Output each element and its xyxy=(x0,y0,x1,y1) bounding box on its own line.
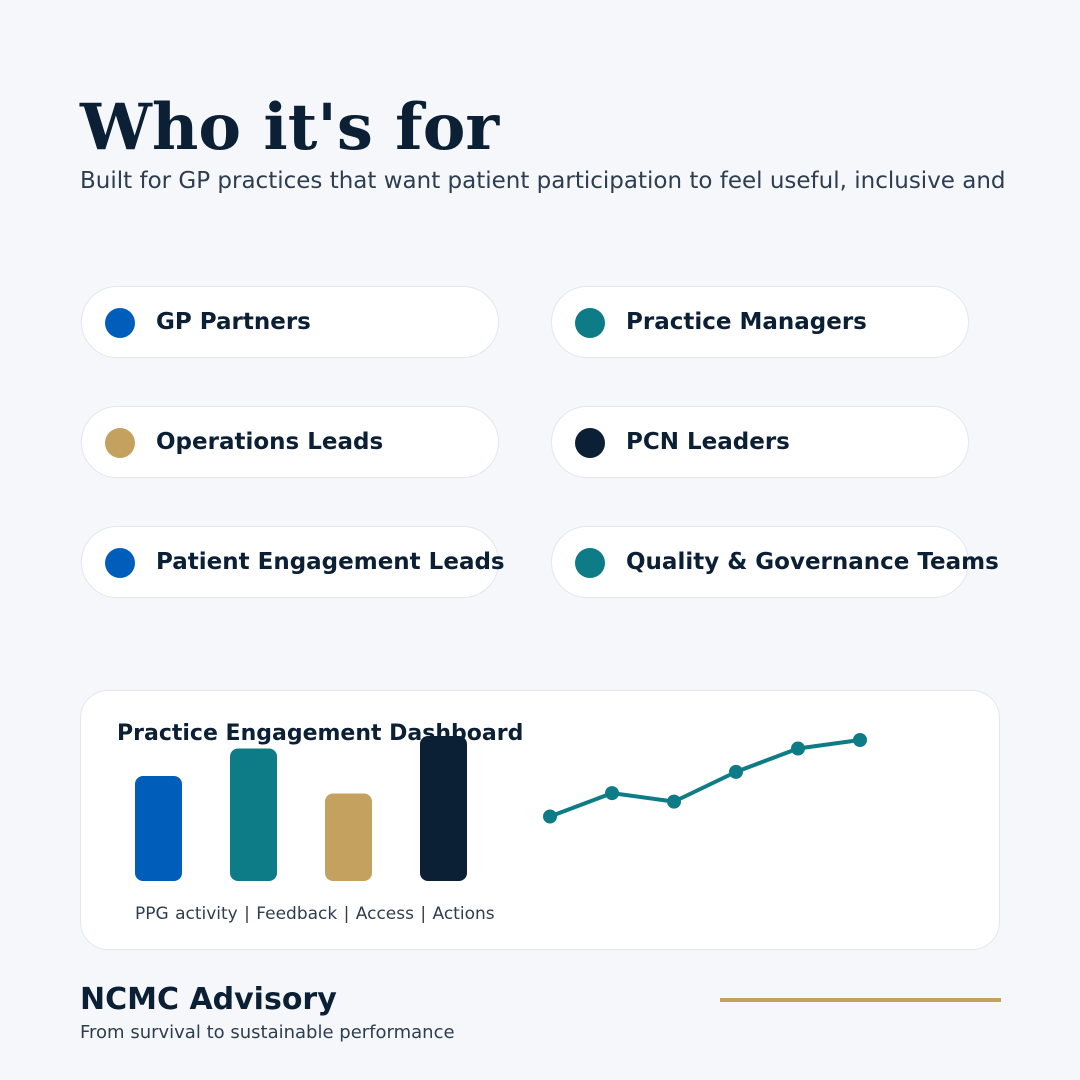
page-subtitle: Built for GP practices that want patient… xyxy=(80,168,1006,194)
trend-point-4 xyxy=(729,764,743,779)
audience-label: GP Partners xyxy=(156,309,311,335)
trend-point-6 xyxy=(853,733,867,747)
brand-tagline: From survival to sustainable performance xyxy=(80,1022,455,1043)
audience-pill-operations-leads: Operations Leads xyxy=(81,406,499,478)
trend-line xyxy=(548,738,862,819)
audience-dot-icon xyxy=(575,428,605,458)
trend-point-2 xyxy=(605,786,619,801)
audience-dot-icon xyxy=(575,308,605,338)
accent-divider xyxy=(720,998,1001,1002)
audience-dot-icon xyxy=(105,308,135,338)
audience-label: Practice Managers xyxy=(626,309,867,335)
audience-label: Quality & Governance Teams xyxy=(626,549,999,575)
trend-point-3 xyxy=(667,794,681,809)
audience-dot-icon xyxy=(105,428,135,458)
bar-feedback xyxy=(230,748,277,881)
audience-label: PCN Leaders xyxy=(626,429,790,455)
trend-point-1 xyxy=(543,809,557,824)
audience-pill-pcn-leaders: PCN Leaders xyxy=(551,406,969,478)
audience-label: Operations Leads xyxy=(156,429,384,455)
audience-dot-icon xyxy=(105,548,135,578)
audience-pill-quality-governance-teams: Quality & Governance Teams xyxy=(551,526,999,598)
dashboard-caption: PPG activity | Feedback | Access | Actio… xyxy=(135,904,495,924)
engagement-dashboard-card: Practice Engagement Dashboard PPG activi… xyxy=(80,690,1000,950)
audience-label: Patient Engagement Leads xyxy=(156,549,505,575)
brand-name: NCMC Advisory xyxy=(80,982,337,1017)
audience-pill-gp-partners: GP Partners xyxy=(81,286,499,358)
dashboard-chart xyxy=(135,733,867,881)
audience-dot-icon xyxy=(575,548,605,578)
dashboard-title: Practice Engagement Dashboard xyxy=(117,721,524,746)
bar-ppg-activity xyxy=(135,776,182,881)
trend-point-5 xyxy=(791,741,805,756)
audience-pill-practice-managers: Practice Managers xyxy=(551,286,969,358)
bar-actions xyxy=(420,736,467,881)
audience-pill-patient-engagement-leads: Patient Engagement Leads xyxy=(81,526,505,598)
page-title: Who it's for xyxy=(80,90,500,165)
bar-access xyxy=(325,793,372,881)
